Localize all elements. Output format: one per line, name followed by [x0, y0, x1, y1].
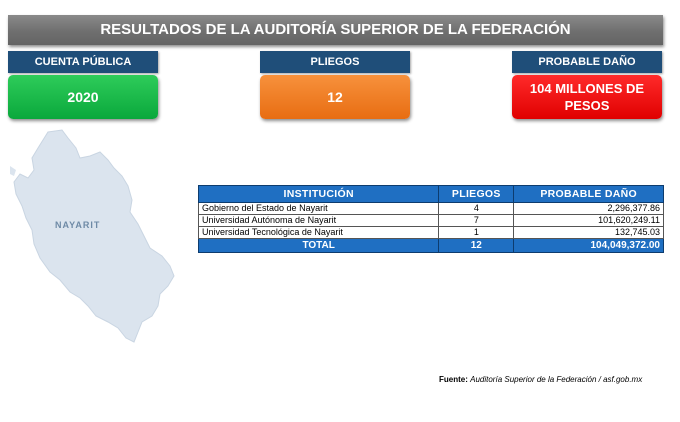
- nayarit-map: [10, 129, 175, 343]
- pliegos-value: 12: [260, 75, 410, 119]
- cell-dano: 132,745.03: [513, 226, 664, 239]
- cell-pliegos: 4: [438, 202, 515, 215]
- cuenta-publica-label: CUENTA PÚBLICA: [8, 51, 158, 73]
- col-header-institucion: INSTITUCIÓN: [197, 185, 440, 203]
- col-header-probable-dano: PROBABLE DAÑO: [513, 185, 664, 203]
- islas-marias-shape: [10, 166, 16, 176]
- table-total-row: TOTAL 12 104,049,372.00: [197, 238, 664, 253]
- nayarit-state-shape: [13, 129, 175, 343]
- probable-dano-card: PROBABLE DAÑO 104 MILLONES DE PESOS: [512, 51, 662, 119]
- cuenta-publica-card: CUENTA PÚBLICA 2020: [8, 51, 158, 119]
- cell-pliegos: 1: [438, 226, 515, 239]
- table-row: Universidad Tecnológica de Nayarit 1 132…: [197, 226, 664, 239]
- source-text: Auditoría Superior de la Federación / as…: [470, 375, 643, 384]
- results-table: INSTITUCIÓN PLIEGOS PROBABLE DAÑO Gobier…: [197, 185, 664, 253]
- cell-institucion: Universidad Autónoma de Nayarit: [197, 214, 440, 227]
- probable-dano-value: 104 MILLONES DE PESOS: [512, 75, 662, 119]
- cell-institucion: Gobierno del Estado de Nayarit: [197, 202, 440, 215]
- col-header-pliegos: PLIEGOS: [438, 185, 515, 203]
- total-label: TOTAL: [197, 238, 440, 253]
- cell-pliegos: 7: [438, 214, 515, 227]
- table-row: Universidad Autónoma de Nayarit 7 101,62…: [197, 214, 664, 227]
- table-row: Gobierno del Estado de Nayarit 4 2,296,3…: [197, 202, 664, 215]
- cell-dano: 101,620,249.11: [513, 214, 664, 227]
- cuenta-publica-value: 2020: [8, 75, 158, 119]
- table-header-row: INSTITUCIÓN PLIEGOS PROBABLE DAÑO: [197, 185, 664, 203]
- page-title: RESULTADOS DE LA AUDITORÍA SUPERIOR DE L…: [8, 15, 663, 45]
- cell-institucion: Universidad Tecnológica de Nayarit: [197, 226, 440, 239]
- probable-dano-label: PROBABLE DAÑO: [512, 51, 662, 73]
- source-label: Fuente:: [439, 375, 468, 384]
- cell-dano: 2,296,377.86: [513, 202, 664, 215]
- pliegos-card: PLIEGOS 12: [260, 51, 410, 119]
- pliegos-label: PLIEGOS: [260, 51, 410, 73]
- source-note: Fuente: Auditoría Superior de la Federac…: [439, 375, 642, 384]
- total-dano: 104,049,372.00: [513, 238, 664, 253]
- map-label: NAYARIT: [55, 220, 101, 230]
- total-pliegos: 12: [438, 238, 515, 253]
